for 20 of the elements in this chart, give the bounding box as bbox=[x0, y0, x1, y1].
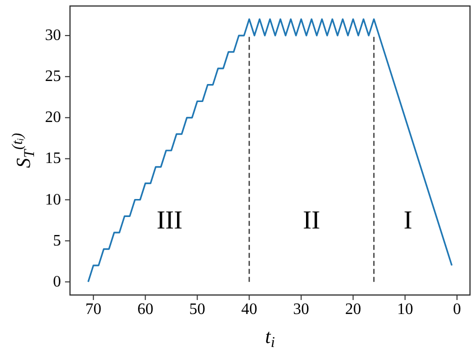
x-tick-label: 20 bbox=[345, 301, 362, 318]
x-tick-label: 30 bbox=[293, 301, 310, 318]
annotation: II bbox=[302, 206, 320, 235]
y-tick-label: 0 bbox=[53, 273, 61, 290]
y-tick-label: 10 bbox=[45, 191, 61, 208]
x-tick-label: 40 bbox=[241, 301, 258, 318]
x-tick-label: 50 bbox=[189, 301, 206, 318]
y-tick-label: 25 bbox=[45, 68, 61, 86]
x-tick-label: 0 bbox=[453, 301, 462, 318]
line-series bbox=[87, 18, 453, 283]
x-tick-label: 70 bbox=[85, 301, 102, 318]
y-tick-label: 5 bbox=[53, 232, 61, 250]
x-tick-label: 60 bbox=[137, 301, 154, 318]
x-axis-title: t$_{i}$ bbox=[265, 326, 275, 351]
annotation: I bbox=[404, 206, 412, 235]
y-tick-label: 20 bbox=[45, 109, 61, 126]
y-tick-label: 30 bbox=[45, 27, 61, 44]
y-tick-label: 15 bbox=[45, 150, 61, 168]
x-tick-label: 10 bbox=[397, 301, 414, 318]
annotation: III bbox=[156, 206, 183, 235]
